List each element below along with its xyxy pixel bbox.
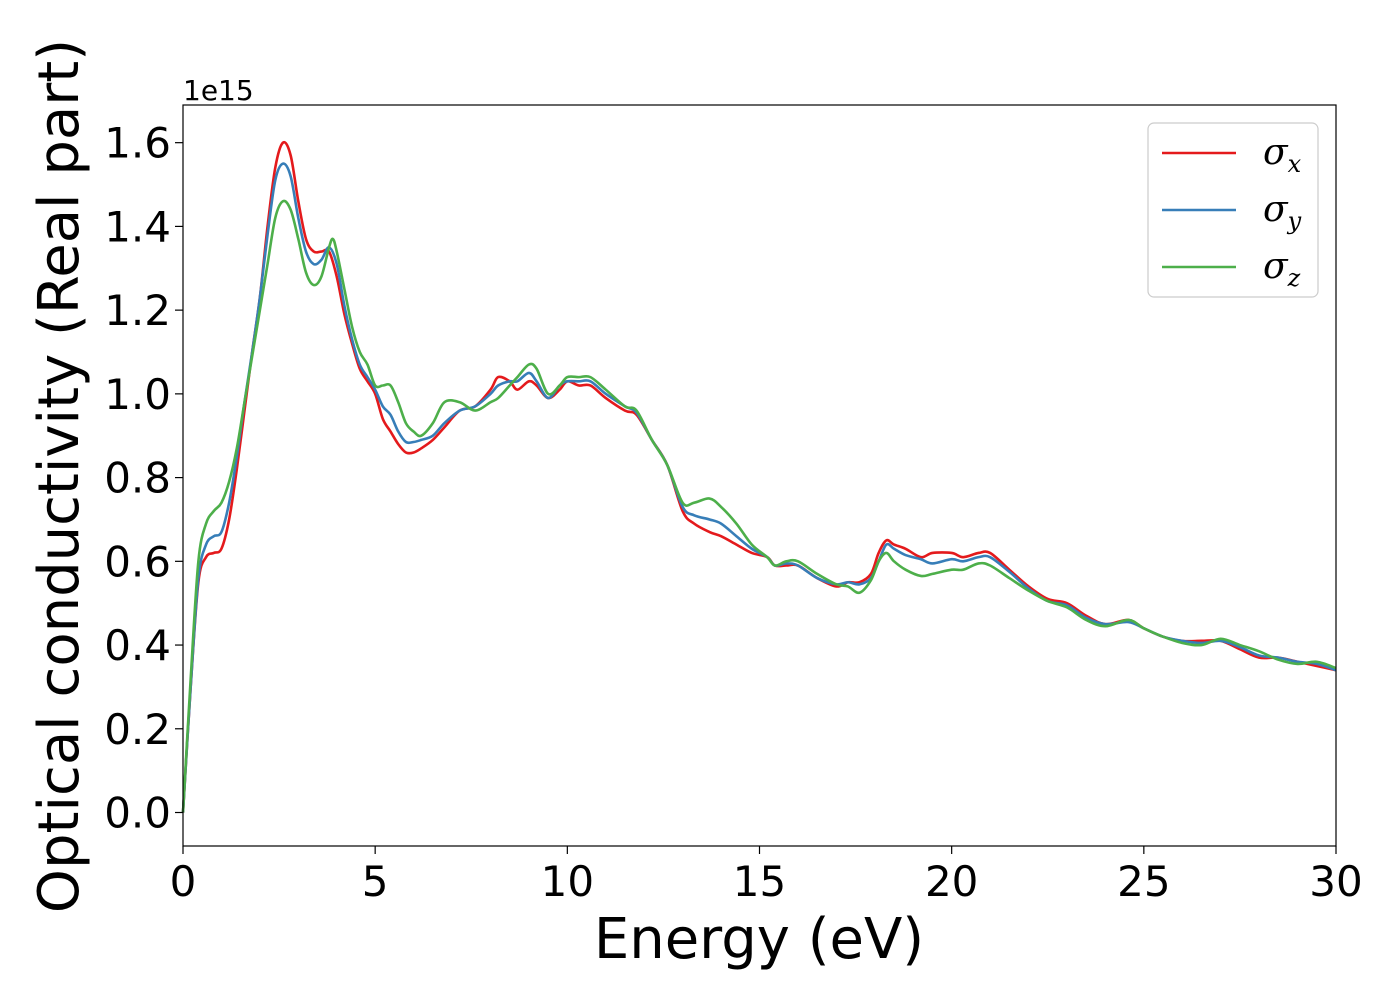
y-tick-label: 1.0	[104, 370, 171, 419]
x-tick-label: 0	[170, 857, 197, 906]
x-tick-label: 20	[925, 857, 978, 906]
legend-label-x: σx	[1263, 132, 1302, 178]
y-tick-label: 0.8	[104, 454, 171, 503]
y-tick-label: 0.6	[104, 537, 171, 586]
series-layer	[181, 140, 1337, 813]
y-tick-label: 1.6	[104, 119, 171, 168]
y-axis-offset-label: 1e15	[183, 74, 254, 107]
series-line-x	[181, 140, 1337, 813]
x-tick-label: 25	[1117, 857, 1170, 906]
y-tick-label: 0.2	[104, 705, 171, 754]
y-axis: 0.0 0.2 0.4 0.6 0.8 1.0 1.2 1.4 1.6	[104, 119, 183, 838]
y-tick-label: 1.2	[104, 286, 171, 335]
y-axis-label: Optical conductivity (Real part)	[27, 39, 92, 913]
x-tick-label: 30	[1309, 857, 1362, 906]
y-tick-label: 0.4	[104, 621, 171, 670]
x-tick-label: 15	[733, 857, 786, 906]
x-axis: 0 5 10 15 20 25 30	[170, 846, 1363, 906]
x-tick-label: 10	[541, 857, 594, 906]
y-tick-label: 1.4	[104, 202, 171, 251]
series-line-z	[181, 199, 1337, 813]
y-tick-label: 0.0	[104, 789, 171, 838]
series-line-y	[181, 162, 1337, 813]
x-tick-label: 5	[362, 857, 389, 906]
x-axis-label: Energy (eV)	[594, 907, 924, 972]
